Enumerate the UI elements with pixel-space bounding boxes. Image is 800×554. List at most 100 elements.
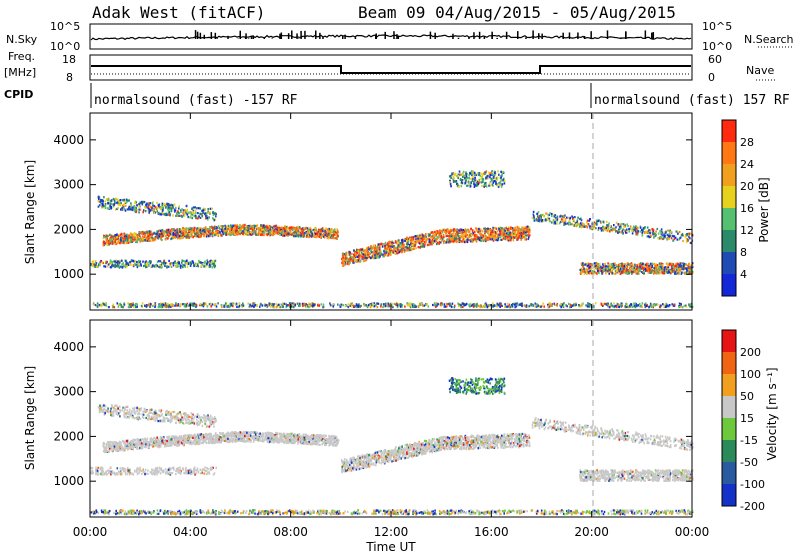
echo-cell	[111, 237, 114, 240]
echo-cell	[470, 228, 472, 231]
echo-cell	[313, 231, 316, 234]
echo-cell	[636, 264, 638, 267]
echo-cell	[307, 235, 310, 239]
echo-cell	[473, 171, 476, 174]
echo-cell	[501, 233, 504, 236]
echo-cell	[231, 233, 234, 236]
echo-cell	[462, 175, 464, 179]
echo-cell	[305, 227, 307, 230]
echo-cell	[300, 233, 302, 236]
echo-cell	[375, 253, 378, 256]
echo-cell	[664, 271, 667, 274]
echo-cell	[378, 247, 381, 250]
echo-cell	[167, 265, 170, 268]
nave-tick-top: 60	[708, 53, 722, 66]
echo-cell	[685, 240, 688, 243]
echo-cell	[301, 235, 304, 238]
echo-cell	[323, 229, 325, 232]
echo-cell	[197, 212, 199, 215]
echo-cell	[359, 254, 361, 257]
echo-cell	[175, 229, 177, 232]
echo-cell	[403, 238, 405, 241]
echo-cell	[519, 230, 521, 233]
echo-cell	[647, 262, 649, 265]
echo-cell	[366, 254, 368, 257]
echo-cell	[431, 235, 434, 238]
echo-cell	[628, 267, 631, 270]
echo-cell	[434, 237, 436, 240]
echo-cell	[282, 230, 285, 233]
echo-cell	[420, 240, 423, 243]
echo-cell	[283, 234, 286, 237]
echo-cell	[185, 204, 188, 207]
echo-cell	[455, 237, 457, 240]
echo-cell	[158, 203, 161, 206]
echo-cell	[106, 207, 109, 210]
echo-cell	[527, 237, 530, 241]
echo-cell	[460, 236, 462, 239]
echo-cell	[358, 249, 361, 252]
echo-cell	[512, 229, 514, 233]
echo-cell	[414, 236, 416, 239]
echo-cell	[103, 196, 105, 199]
echo-cell	[657, 267, 660, 270]
echo-cell	[114, 236, 117, 239]
echo-cell	[457, 235, 460, 238]
echo-cell	[217, 231, 220, 235]
echo-cell	[122, 240, 125, 243]
echo-cell	[383, 255, 385, 258]
echo-cell	[119, 242, 121, 245]
echo-cell	[195, 263, 197, 267]
echo-cell	[680, 272, 683, 275]
echo-cell	[152, 264, 154, 267]
echo-cell	[615, 229, 618, 233]
echo-cell	[656, 264, 659, 267]
echo-cell	[170, 208, 173, 211]
echo-cell	[166, 237, 169, 240]
echo-cell	[165, 236, 168, 239]
echo-cell	[631, 264, 634, 267]
echo-cell	[423, 245, 426, 248]
echo-cell	[482, 178, 485, 181]
echo-cell	[645, 266, 647, 269]
echo-cell	[283, 228, 286, 231]
echo-cell	[133, 210, 136, 213]
echo-cell	[204, 262, 206, 265]
echo-cell	[418, 246, 421, 249]
echo-cell	[618, 225, 621, 228]
echo-cell	[611, 271, 614, 275]
echo-cell	[107, 202, 109, 205]
echo-cell	[229, 227, 231, 230]
echo-cell	[431, 241, 434, 244]
echo-cell	[123, 207, 125, 210]
echo-cell	[142, 209, 145, 212]
echo-cell	[201, 263, 204, 266]
echo-cell	[495, 236, 498, 239]
echo-cell	[263, 233, 265, 237]
echo-cell	[400, 248, 403, 251]
echo-cell	[217, 233, 220, 236]
echo-cell	[434, 230, 436, 233]
echo-cell	[660, 266, 663, 269]
echo-cell	[172, 233, 175, 236]
echo-cell	[683, 271, 685, 274]
echo-cell	[144, 210, 147, 213]
echo-cell	[209, 207, 212, 210]
echo-cell	[591, 263, 594, 266]
echo-cell	[627, 225, 629, 228]
echo-cell	[191, 229, 193, 232]
echo-cell	[408, 249, 411, 252]
echo-cell	[678, 266, 681, 269]
echo-cell	[585, 271, 588, 274]
echo-cell	[641, 266, 644, 269]
echo-cell	[147, 207, 150, 210]
echo-cell	[203, 265, 205, 268]
echo-cell	[102, 241, 105, 244]
echo-cell	[462, 172, 464, 175]
echo-cell	[436, 236, 439, 239]
echo-cell	[656, 227, 659, 231]
echo-cell	[121, 263, 123, 266]
echo-cell	[226, 233, 229, 236]
echo-cell	[121, 239, 123, 242]
echo-cell	[159, 237, 162, 240]
